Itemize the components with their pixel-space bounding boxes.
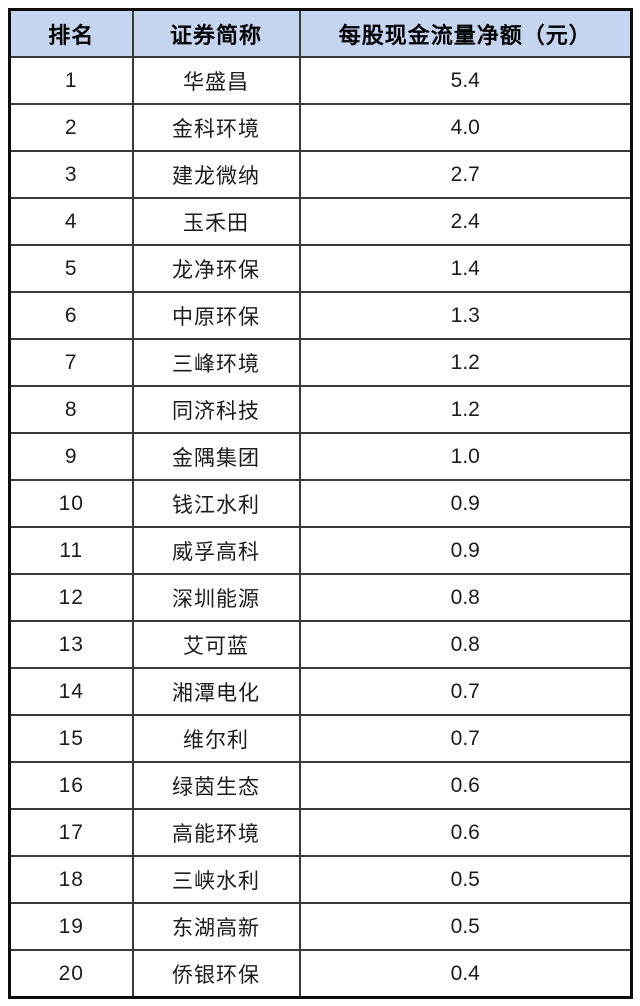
value-cell: 0.6 (298, 808, 633, 857)
table-row: 8 同济科技 1.2 (8, 385, 633, 434)
rank-cell: 6 (8, 291, 134, 340)
value-cell: 1.2 (298, 385, 633, 434)
name-cell: 深圳能源 (131, 573, 301, 622)
rank-cell: 2 (8, 103, 134, 152)
table-row: 5 龙净环保 1.4 (8, 244, 633, 293)
value-cell: 1.3 (298, 291, 633, 340)
rank-cell: 7 (8, 338, 134, 387)
rank-cell: 1 (8, 56, 134, 105)
table-row: 7 三峰环境 1.2 (8, 338, 633, 387)
table-row: 17 高能环境 0.6 (8, 808, 633, 857)
rank-cell: 13 (8, 620, 134, 669)
rank-cell: 20 (8, 949, 134, 999)
table-row: 6 中原环保 1.3 (8, 291, 633, 340)
table-row: 12 深圳能源 0.8 (8, 573, 633, 622)
value-cell: 0.5 (298, 902, 633, 951)
value-cell: 0.7 (298, 667, 633, 716)
value-cell: 0.5 (298, 855, 633, 904)
value-cell: 0.8 (298, 573, 633, 622)
table-row: 3 建龙微纳 2.7 (8, 150, 633, 199)
table-row: 2 金科环境 4.0 (8, 103, 633, 152)
table-row: 14 湘潭电化 0.7 (8, 667, 633, 716)
value-cell: 2.4 (298, 197, 633, 246)
rank-cell: 16 (8, 761, 134, 810)
name-cell: 金隅集团 (131, 432, 301, 481)
value-cell: 1.2 (298, 338, 633, 387)
name-cell: 中原环保 (131, 291, 301, 340)
value-cell: 0.8 (298, 620, 633, 669)
name-cell: 维尔利 (131, 714, 301, 763)
name-cell: 艾可蓝 (131, 620, 301, 669)
rank-cell: 8 (8, 385, 134, 434)
table-row: 16 绿茵生态 0.6 (8, 761, 633, 810)
cashflow-table: 排名 证券简称 每股现金流量净额（元） 1 华盛昌 5.4 2 金科环境 4.0… (8, 8, 633, 999)
value-cell: 0.7 (298, 714, 633, 763)
table-row: 9 金隅集团 1.0 (8, 432, 633, 481)
name-cell: 同济科技 (131, 385, 301, 434)
name-cell: 绿茵生态 (131, 761, 301, 810)
value-cell: 1.4 (298, 244, 633, 293)
header-name: 证券简称 (131, 8, 301, 58)
rank-cell: 9 (8, 432, 134, 481)
name-cell: 华盛昌 (131, 56, 301, 105)
name-cell: 三峰环境 (131, 338, 301, 387)
table-row: 19 东湖高新 0.5 (8, 902, 633, 951)
table-header-row: 排名 证券简称 每股现金流量净额（元） (8, 8, 633, 58)
value-cell: 2.7 (298, 150, 633, 199)
rank-cell: 15 (8, 714, 134, 763)
name-cell: 建龙微纳 (131, 150, 301, 199)
name-cell: 湘潭电化 (131, 667, 301, 716)
rank-cell: 5 (8, 244, 134, 293)
name-cell: 侨银环保 (131, 949, 301, 999)
name-cell: 钱江水利 (131, 479, 301, 528)
table-row: 13 艾可蓝 0.8 (8, 620, 633, 669)
name-cell: 高能环境 (131, 808, 301, 857)
value-cell: 0.9 (298, 526, 633, 575)
name-cell: 三峡水利 (131, 855, 301, 904)
rank-cell: 14 (8, 667, 134, 716)
rank-cell: 17 (8, 808, 134, 857)
header-value: 每股现金流量净额（元） (298, 8, 633, 58)
value-cell: 1.0 (298, 432, 633, 481)
rank-cell: 4 (8, 197, 134, 246)
rank-cell: 12 (8, 573, 134, 622)
value-cell: 0.4 (298, 949, 633, 999)
name-cell: 玉禾田 (131, 197, 301, 246)
rank-cell: 18 (8, 855, 134, 904)
header-rank: 排名 (8, 8, 134, 58)
rank-cell: 3 (8, 150, 134, 199)
table-row: 18 三峡水利 0.5 (8, 855, 633, 904)
table-row: 20 侨银环保 0.4 (8, 949, 633, 999)
table-row: 15 维尔利 0.7 (8, 714, 633, 763)
rank-cell: 11 (8, 526, 134, 575)
name-cell: 威孚高科 (131, 526, 301, 575)
table-row: 4 玉禾田 2.4 (8, 197, 633, 246)
table-row: 11 威孚高科 0.9 (8, 526, 633, 575)
value-cell: 4.0 (298, 103, 633, 152)
name-cell: 龙净环保 (131, 244, 301, 293)
name-cell: 东湖高新 (131, 902, 301, 951)
value-cell: 0.6 (298, 761, 633, 810)
table-row: 10 钱江水利 0.9 (8, 479, 633, 528)
name-cell: 金科环境 (131, 103, 301, 152)
rank-cell: 19 (8, 902, 134, 951)
value-cell: 0.9 (298, 479, 633, 528)
table-row: 1 华盛昌 5.4 (8, 56, 633, 105)
value-cell: 5.4 (298, 56, 633, 105)
rank-cell: 10 (8, 479, 134, 528)
